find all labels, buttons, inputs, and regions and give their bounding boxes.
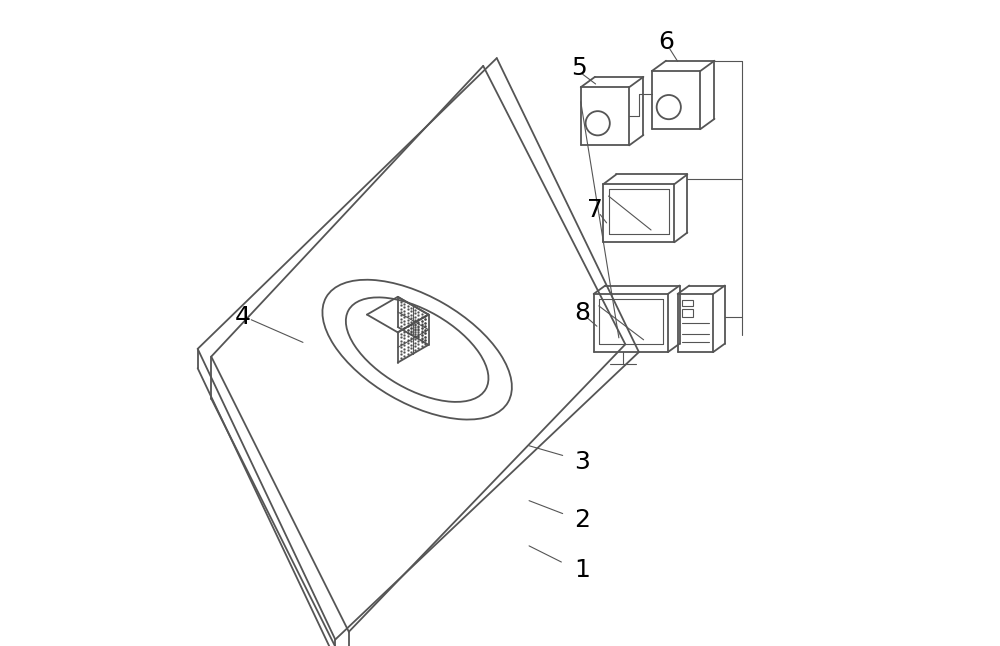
Text: 3: 3 [574,450,590,474]
Text: 7: 7 [587,198,603,222]
Text: 2: 2 [574,508,590,532]
Text: 5: 5 [571,56,587,80]
Bar [682,309,693,317]
Text: 1: 1 [574,557,590,582]
Bar [682,300,693,306]
Text: 8: 8 [574,301,590,326]
Text: 4: 4 [235,304,251,329]
Text: 6: 6 [658,30,674,54]
